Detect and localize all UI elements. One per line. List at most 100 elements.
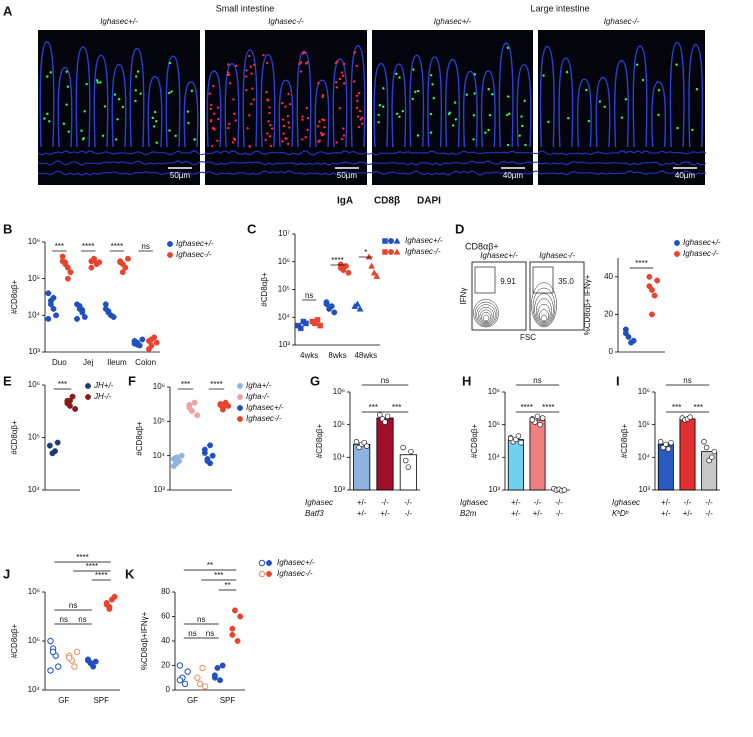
data-point: [106, 606, 113, 612]
legend-marker: [85, 394, 91, 400]
cell: [303, 51, 307, 54]
cell: [377, 121, 380, 124]
contour: [477, 306, 495, 325]
data-point: [539, 415, 546, 421]
cell: [334, 61, 338, 65]
y-tick-label: 10⁴: [278, 312, 291, 321]
legend-marker: [388, 238, 394, 244]
cell: [152, 125, 156, 128]
cell: [228, 122, 231, 126]
cell: [506, 46, 510, 50]
cell: [378, 104, 382, 107]
cell: [285, 137, 288, 140]
data-point: [178, 452, 185, 459]
data-point: [92, 658, 99, 665]
cell: [342, 62, 346, 66]
villus: [206, 70, 222, 148]
cell: [587, 119, 591, 123]
data-point: [217, 677, 224, 684]
legend-label: JH+/-: [93, 381, 114, 390]
cell: [542, 74, 545, 77]
y-axis-label: #CD8αβ+: [470, 424, 479, 459]
cell: [269, 144, 273, 148]
y-tick-label: 10⁴: [638, 452, 651, 461]
cell: [323, 125, 326, 129]
villus: [516, 63, 532, 148]
cell: [211, 144, 214, 148]
crypt-layer: [537, 161, 707, 166]
villus: [165, 55, 181, 148]
cell: [301, 52, 305, 55]
cell: [355, 94, 359, 98]
y-axis-label: #CD8αβ+: [10, 280, 19, 315]
sig-label: ****: [331, 256, 343, 265]
panel-letter: C: [247, 221, 257, 236]
data-point: [529, 417, 536, 423]
data-point: [148, 336, 155, 343]
data-point: [196, 680, 204, 688]
data-point: [46, 442, 53, 449]
data-point: [47, 667, 54, 674]
data-point: [59, 253, 66, 260]
row-value: -/-: [705, 498, 713, 507]
y-axis-label: #CD8αβ+: [260, 272, 269, 307]
legend-label: Ighasec-/-: [683, 249, 719, 258]
y-tick-label: 10⁵: [278, 285, 290, 294]
villus: [669, 41, 685, 148]
y-axis-label: %CD8αβ+IFNγ+: [140, 611, 149, 670]
cell: [357, 91, 361, 95]
y-tick-label: 10³: [28, 347, 40, 356]
contour: [534, 293, 554, 326]
panel-letter: I: [616, 373, 620, 388]
cell: [473, 92, 476, 95]
panel-letter: E: [3, 373, 12, 388]
cell: [281, 101, 284, 105]
cell: [268, 111, 271, 115]
cell: [287, 92, 290, 96]
cell: [585, 88, 588, 92]
y-tick-label: 20: [161, 661, 170, 670]
y-tick-label: 80: [161, 587, 170, 596]
sig-label: ns: [381, 376, 389, 385]
panel-letter: K: [125, 566, 135, 581]
row-value: +/-: [661, 498, 671, 507]
cell: [358, 110, 362, 113]
cell: [429, 112, 433, 116]
sig-label: ns: [78, 615, 86, 624]
data-point: [701, 438, 707, 445]
data-point: [74, 315, 80, 322]
data-point: [534, 413, 541, 420]
y-tick-label: 10⁶: [153, 382, 165, 391]
bar: [701, 451, 718, 491]
cell: [186, 110, 189, 113]
scale-label: 50µm: [337, 171, 358, 180]
row-label: B2m: [460, 509, 477, 518]
cell: [103, 105, 107, 108]
villus: [614, 59, 629, 148]
cell: [65, 103, 68, 106]
y-tick-label: 10⁶: [28, 380, 40, 389]
y-tick-label: 10⁶: [333, 387, 345, 396]
legend-marker: [237, 383, 243, 389]
y-axis-label: %CD8αβ+ IFNγ+: [583, 274, 592, 335]
contour: [479, 309, 493, 324]
data-point: [45, 315, 52, 322]
cell: [377, 113, 380, 116]
cell: [193, 138, 196, 141]
cell: [342, 82, 346, 85]
villus: [111, 63, 127, 148]
cell: [429, 131, 433, 134]
data-point: [405, 464, 412, 470]
micrograph: [538, 30, 705, 185]
section-title: Large intestine: [530, 3, 589, 13]
stain-label: DAPI: [417, 196, 441, 207]
sig-label: **: [207, 561, 213, 570]
data-point: [649, 311, 655, 318]
cell: [305, 62, 308, 65]
cell: [116, 118, 119, 121]
flow-genotype: Ighasec+/-: [480, 251, 518, 260]
row-value: +/-: [511, 498, 521, 507]
cell: [299, 70, 303, 73]
cell: [267, 120, 270, 123]
